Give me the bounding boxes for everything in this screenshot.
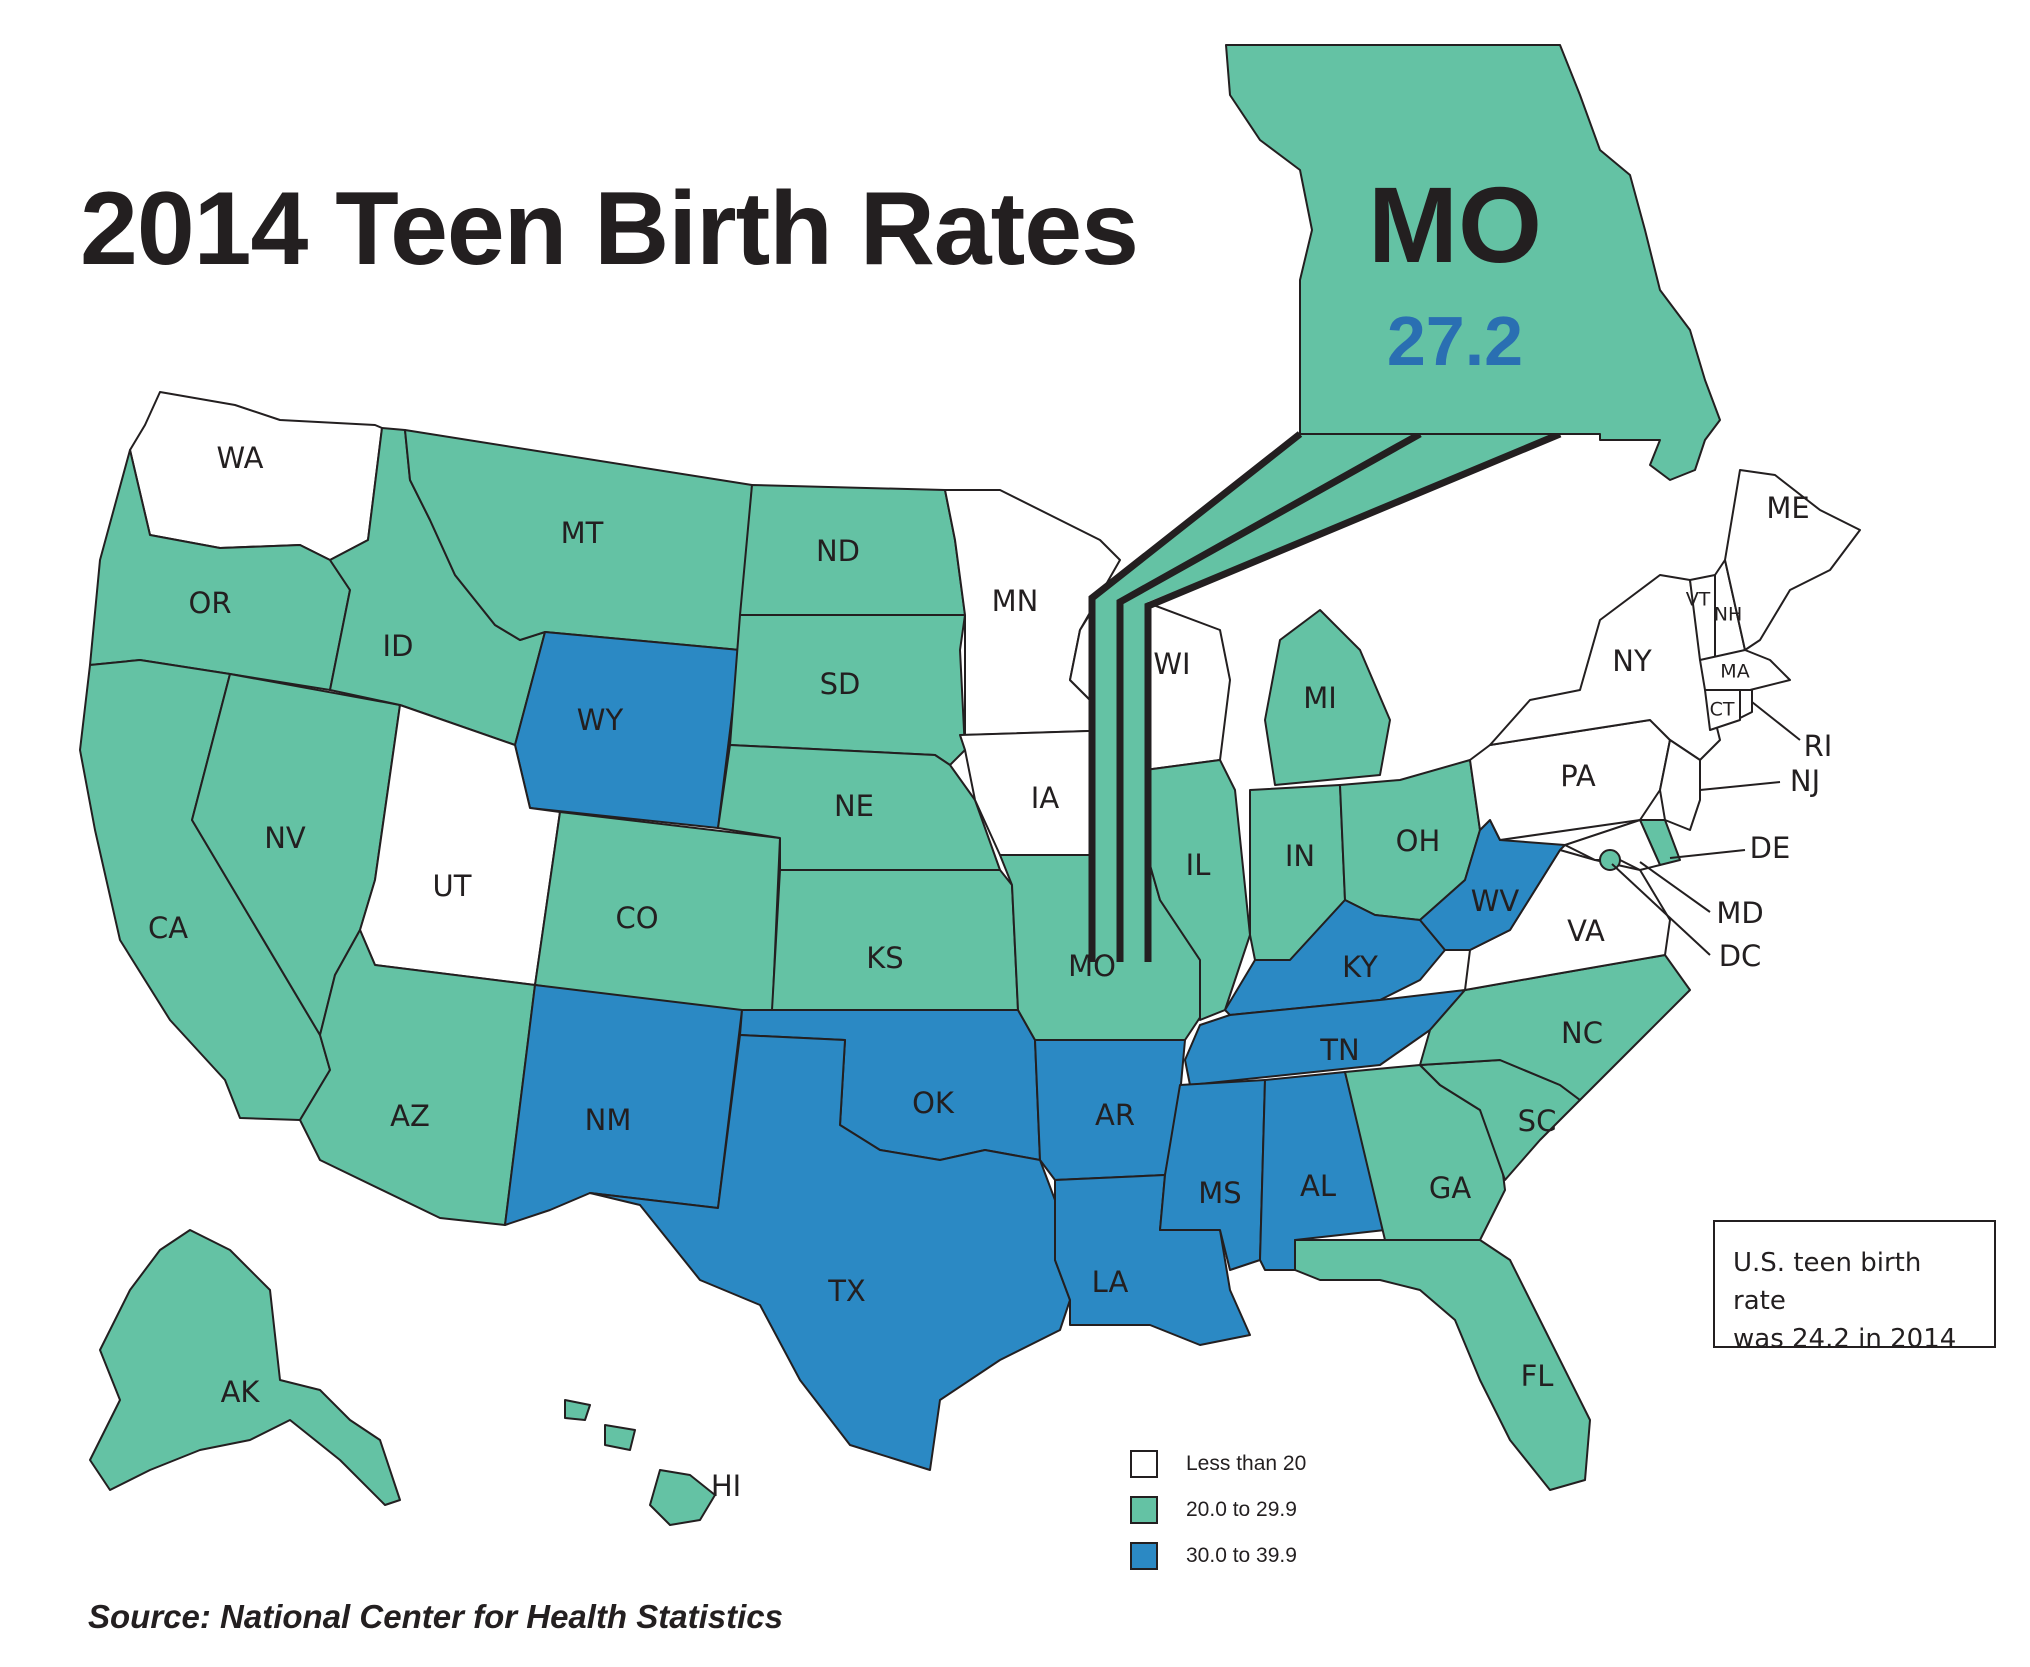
state-wy bbox=[514, 631, 741, 829]
state-wa bbox=[129, 391, 383, 561]
label-co: CO bbox=[615, 901, 658, 935]
label-tn: TN bbox=[1319, 1033, 1359, 1067]
label-ky: KY bbox=[1342, 950, 1378, 984]
state-ks bbox=[771, 869, 1019, 1011]
state-ri bbox=[1739, 689, 1753, 719]
label-nj: NJ bbox=[1790, 764, 1820, 798]
legend-swatch-high bbox=[1130, 1542, 1158, 1570]
state-md bbox=[1564, 819, 1661, 871]
label-pa: PA bbox=[1560, 759, 1596, 793]
state-fl bbox=[1294, 1239, 1591, 1491]
label-or: OR bbox=[189, 586, 232, 620]
note-line-2: was 24.2 in 2014 bbox=[1733, 1324, 1957, 1354]
label-ks: KS bbox=[866, 941, 903, 975]
state-me bbox=[1724, 469, 1861, 651]
label-ak: AK bbox=[221, 1375, 261, 1409]
label-dc: DC bbox=[1719, 939, 1762, 973]
national-rate-note: U.S. teen birth rate was 24.2 in 2014 bbox=[1713, 1220, 1996, 1354]
state-nj bbox=[1659, 739, 1701, 831]
leader-de bbox=[1669, 849, 1746, 859]
connector-line-mid bbox=[1116, 430, 1422, 962]
label-ct: CT bbox=[1710, 699, 1735, 721]
label-mi: MI bbox=[1303, 681, 1337, 715]
label-az: AZ bbox=[390, 1099, 430, 1133]
state-ak bbox=[89, 1229, 401, 1506]
state-mi bbox=[1264, 609, 1391, 786]
label-ca: CA bbox=[148, 911, 188, 945]
leader-md bbox=[1639, 861, 1711, 913]
state-dc bbox=[1599, 849, 1621, 871]
label-de: DE bbox=[1750, 831, 1791, 865]
callout-connector bbox=[1088, 430, 1562, 962]
label-tx: TX bbox=[827, 1274, 866, 1308]
label-me: ME bbox=[1766, 491, 1809, 525]
label-vt: VT bbox=[1686, 589, 1711, 611]
state-hi bbox=[649, 1469, 716, 1526]
label-ga: GA bbox=[1429, 1171, 1471, 1205]
label-il: IL bbox=[1186, 848, 1211, 882]
legend-item-mid: 20.0 to 29.9 bbox=[1130, 1494, 1297, 1526]
legend-item-high: 30.0 to 39.9 bbox=[1130, 1540, 1297, 1572]
legend-swatch-low bbox=[1130, 1450, 1158, 1478]
state-hi-islands bbox=[564, 1399, 636, 1451]
label-mn: MN bbox=[992, 584, 1039, 618]
state-ct bbox=[1704, 689, 1741, 731]
label-mt: MT bbox=[561, 516, 604, 550]
label-hi: HI bbox=[711, 1469, 741, 1503]
label-ar: AR bbox=[1095, 1098, 1135, 1132]
connector-line-right bbox=[1144, 430, 1562, 962]
label-in: IN bbox=[1285, 839, 1315, 873]
legend-swatch-mid bbox=[1130, 1496, 1158, 1524]
label-wy: WY bbox=[577, 703, 624, 737]
label-nc: NC bbox=[1561, 1016, 1603, 1050]
label-wa: WA bbox=[217, 441, 264, 475]
source-credit: Source: National Center for Health Stati… bbox=[88, 1598, 783, 1635]
legend: Less than 20 20.0 to 29.9 30.0 to 39.9 bbox=[1130, 1448, 1390, 1598]
note-line-1: U.S. teen birth rate bbox=[1733, 1248, 1922, 1316]
label-nv: NV bbox=[264, 821, 306, 855]
callout-mo-shape bbox=[1225, 44, 1721, 481]
legend-label-high: 30.0 to 39.9 bbox=[1186, 1544, 1297, 1567]
label-ne: NE bbox=[834, 789, 874, 823]
label-wv: WV bbox=[1471, 884, 1520, 918]
label-md: MD bbox=[1716, 896, 1763, 930]
leader-nj bbox=[1699, 781, 1781, 791]
label-sd: SD bbox=[820, 667, 861, 701]
label-wi: WI bbox=[1153, 647, 1190, 681]
label-nm: NM bbox=[585, 1103, 632, 1137]
label-ia: IA bbox=[1031, 781, 1060, 815]
callout-state-value: 27.2 bbox=[1387, 302, 1523, 380]
map-title: 2014 Teen Birth Rates bbox=[80, 171, 1139, 287]
label-nh: NH bbox=[1714, 604, 1743, 626]
legend-label-low: Less than 20 bbox=[1186, 1452, 1307, 1475]
label-oh: OH bbox=[1396, 824, 1441, 858]
leader-dc bbox=[1611, 863, 1711, 956]
leader-lines bbox=[1611, 701, 1801, 956]
callout-state-abbr: MO bbox=[1368, 164, 1542, 285]
label-va: VA bbox=[1567, 914, 1605, 948]
states-layer bbox=[79, 391, 1861, 1526]
label-id: ID bbox=[383, 629, 414, 663]
leader-ri bbox=[1751, 701, 1801, 741]
label-ok: OK bbox=[912, 1086, 955, 1120]
label-la: LA bbox=[1092, 1265, 1129, 1299]
state-tx bbox=[589, 1034, 1071, 1471]
connector-line-left bbox=[1088, 431, 1303, 962]
label-al: AL bbox=[1300, 1169, 1336, 1203]
label-fl: FL bbox=[1521, 1359, 1554, 1393]
label-sc: SC bbox=[1518, 1104, 1557, 1138]
legend-label-mid: 20.0 to 29.9 bbox=[1186, 1498, 1297, 1521]
label-ri: RI bbox=[1804, 729, 1833, 763]
label-mo: MO bbox=[1068, 949, 1116, 983]
label-ut: UT bbox=[433, 869, 472, 903]
label-ma: MA bbox=[1720, 661, 1749, 683]
label-nd: ND bbox=[816, 534, 860, 568]
label-ny: NY bbox=[1612, 644, 1652, 678]
label-ms: MS bbox=[1198, 1176, 1241, 1210]
connector-fill bbox=[1092, 434, 1560, 962]
labels-layer: WA OR CA NV ID MT WY UT CO AZ NM ND SD N… bbox=[148, 441, 1832, 1503]
legend-item-low: Less than 20 bbox=[1130, 1448, 1306, 1480]
